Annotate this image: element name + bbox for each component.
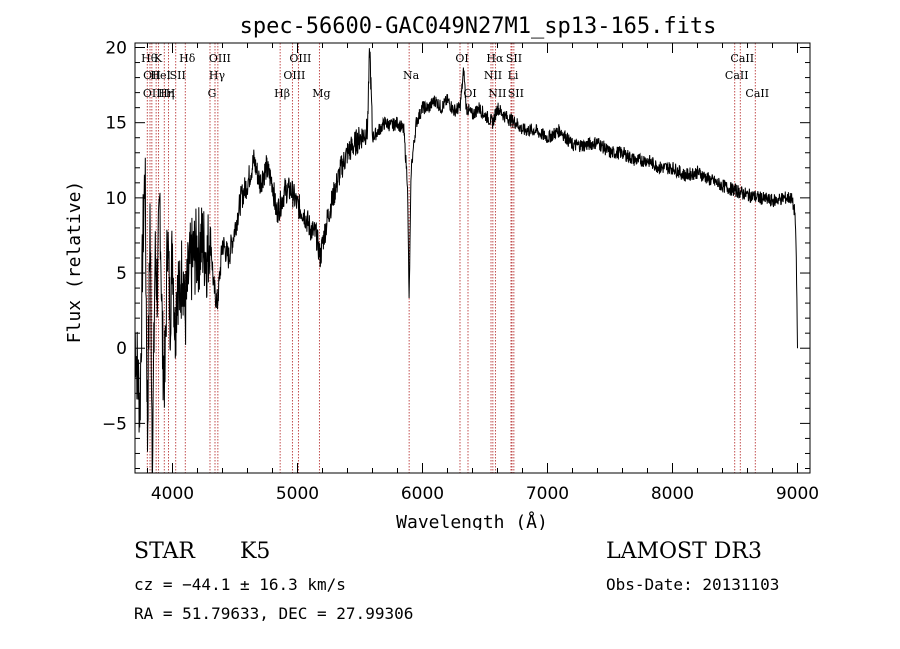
line-marker-label-7: SII xyxy=(170,69,186,82)
y-axis-label: Flux (relative) xyxy=(64,181,85,344)
x-tick-label-1: 5000 xyxy=(276,484,319,504)
sky-coordinates: RA = 51.79633, DEC = 27.99306 xyxy=(134,604,414,623)
line-marker-label-21: NII xyxy=(488,87,506,100)
line-marker-label-0: Hθ xyxy=(141,52,158,65)
line-marker-label-26: CaII xyxy=(730,52,754,65)
line-marker-label-25: CaII xyxy=(725,69,749,82)
line-marker-label-10: Hγ xyxy=(209,69,226,82)
line-marker-label-24: SII xyxy=(508,87,524,100)
line-marker-label-14: OIII xyxy=(289,52,311,65)
x-tick-label-4: 8000 xyxy=(651,484,694,504)
y-tick-label-3: 10 xyxy=(105,189,127,209)
x-tick-label-0: 4000 xyxy=(151,484,194,504)
line-marker-labels: Hθ OII OIII K HeI HηH SII Hδ G Hγ OIII Hβ OIII OIII Mg… xyxy=(141,52,769,100)
chart-title: spec-56600-GAC049N27M1_sp13-165.fits xyxy=(240,14,717,39)
line-marker-label-18: OI xyxy=(463,87,476,100)
line-marker-label-16: Na xyxy=(403,69,420,82)
line-markers xyxy=(146,43,756,473)
line-marker-label-4: HeI xyxy=(150,69,170,82)
y-tick-label-5: 20 xyxy=(105,39,127,59)
y-tick-label-2: 5 xyxy=(116,264,127,284)
line-marker-label-12: Hβ xyxy=(274,87,290,100)
line-marker-label-3: K xyxy=(154,52,163,65)
observation-date: Obs-Date: 20131103 xyxy=(606,575,780,594)
object-class: STAR xyxy=(134,539,195,564)
line-marker-label-13: OIII xyxy=(283,69,305,82)
line-marker-label-2: OIII xyxy=(143,87,165,100)
line-marker-label-22: Li xyxy=(508,69,519,82)
line-marker-label-15: Mg xyxy=(312,87,330,100)
line-marker-label-17: OI xyxy=(455,52,468,65)
line-marker-label-20: Hα xyxy=(486,52,504,65)
y-tick-label-0: −5 xyxy=(102,414,127,434)
line-marker-label-11: OIII xyxy=(209,52,231,65)
redshift-cz: cz = −44.1 ± 16.3 km/s xyxy=(134,575,346,594)
x-axis-label: Wavelength (Å) xyxy=(396,511,548,530)
y-tick-label-1: 0 xyxy=(116,339,127,359)
line-marker-label-1: OII xyxy=(143,69,161,82)
line-marker-label-6: H xyxy=(166,87,176,100)
line-marker-label-27: CaII xyxy=(745,87,769,100)
survey-name: LAMOST DR3 xyxy=(606,539,762,564)
line-marker-label-19: NII xyxy=(484,69,502,82)
y-axis-ticks: −5 0 5 10 15 20 xyxy=(102,39,810,469)
spectrum-line xyxy=(134,48,798,474)
line-marker-label-9: G xyxy=(208,87,217,100)
x-axis-ticks: 4000 5000 6000 7000 8000 9000 xyxy=(147,43,819,504)
x-tick-label-2: 6000 xyxy=(401,484,444,504)
line-marker-label-8: Hδ xyxy=(179,52,196,65)
x-tick-label-3: 7000 xyxy=(526,484,569,504)
plot-frame xyxy=(134,42,811,474)
line-marker-label-5: Hη xyxy=(158,87,174,100)
y-tick-label-4: 15 xyxy=(105,114,127,134)
object-subclass: K5 xyxy=(240,539,271,564)
line-marker-label-23: SII xyxy=(506,52,522,65)
x-tick-label-5: 9000 xyxy=(776,484,819,504)
spectrum-chart: spec-56600-GAC049N27M1_sp13-165.fits Hθ O… xyxy=(64,14,819,530)
